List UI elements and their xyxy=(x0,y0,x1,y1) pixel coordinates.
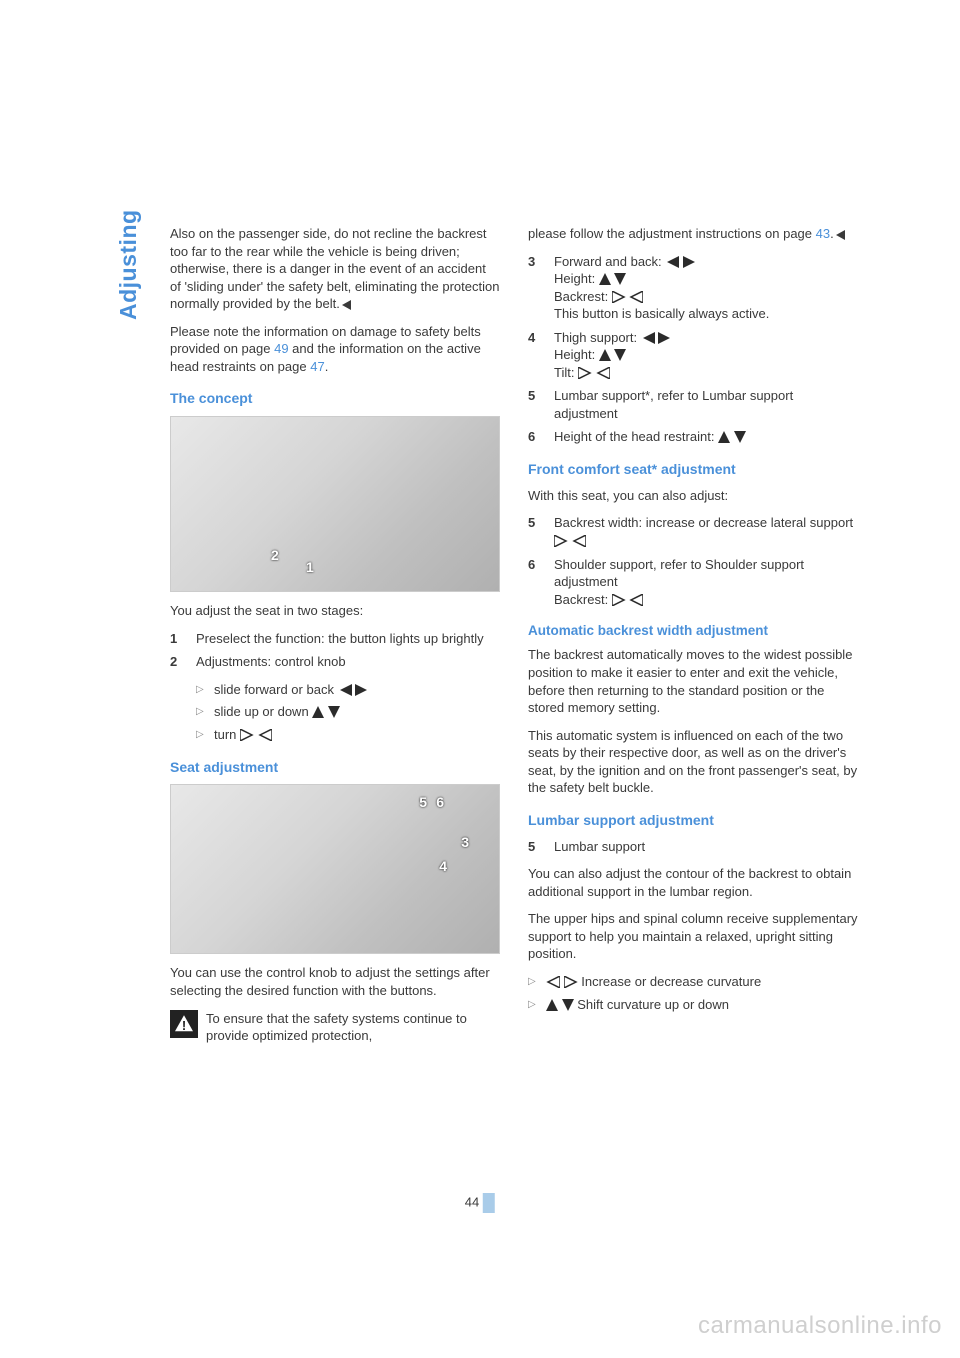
lumbar-list: 5Lumbar support xyxy=(528,838,858,856)
page-number: 44 xyxy=(465,1193,495,1213)
warning-icon xyxy=(170,1010,198,1038)
front-comfort-list: 5 Backrest width: increase or decrease l… xyxy=(528,514,858,608)
arrow-down-solid-icon xyxy=(614,273,626,285)
concept-sublist: ▷slide forward or back ▷slide up or down… xyxy=(196,681,500,744)
intro-text: Also on the passenger side, do not recli… xyxy=(170,226,499,311)
arrow-up-solid-icon xyxy=(599,349,611,361)
heading-auto-backrest: Automatic backrest width adjustment xyxy=(528,622,858,640)
arrow-left-outline-icon xyxy=(629,291,643,303)
heading-front-comfort: Front comfort seat* adjustment xyxy=(528,460,858,479)
arrow-left-solid-icon xyxy=(641,332,655,344)
arrow-down-solid-icon xyxy=(562,999,574,1011)
heading-seat-adjustment: Seat adjustment xyxy=(170,758,500,777)
arrow-left-outline-icon xyxy=(629,594,643,606)
note-paragraph: Please note the information on damage to… xyxy=(170,323,500,376)
arrow-right-outline-icon xyxy=(612,291,626,303)
figure-label-2: 2 xyxy=(271,546,279,565)
intro-paragraph: Also on the passenger side, do not recli… xyxy=(170,225,500,313)
sub-turn: turn xyxy=(214,726,272,744)
sub-slide-fb: slide forward or back xyxy=(214,681,369,699)
concept-paragraph: You adjust the seat in two stages: xyxy=(170,602,500,620)
lumbar-bullets: ▷ Increase or decrease curvature ▷ Shift… xyxy=(528,973,858,1013)
watermark: carmanualsonline.info xyxy=(698,1312,942,1340)
seat-adj-paragraph: You can use the control knob to adjust t… xyxy=(170,964,500,999)
arrow-down-solid-icon xyxy=(614,349,626,361)
warning-text: To ensure that the safety systems contin… xyxy=(206,1010,500,1045)
concept-item-1: Preselect the function: the button light… xyxy=(196,630,500,648)
warning-box: To ensure that the safety systems contin… xyxy=(170,1010,500,1045)
arrow-right-outline-icon xyxy=(578,367,592,379)
arrow-right-outline-icon xyxy=(564,976,578,988)
item-6: Height of the head restraint: xyxy=(554,428,858,446)
figure-seat-adjustment: 5 6 3 4 xyxy=(170,784,500,954)
arrow-right-outline-icon xyxy=(612,594,626,606)
right-column: please follow the adjustment instruction… xyxy=(528,225,858,1055)
arrow-right-outline-icon xyxy=(240,729,254,741)
heading-concept: The concept xyxy=(170,389,500,408)
item-5: Lumbar support*, refer to Lumbar support… xyxy=(554,387,858,422)
lumbar-p1: You can also adjust the contour of the b… xyxy=(528,865,858,900)
front-comfort-p: With this seat, you can also adjust: xyxy=(528,487,858,505)
left-column: Also on the passenger side, do not recli… xyxy=(170,225,500,1055)
arrow-up-solid-icon xyxy=(599,273,611,285)
arrow-right-solid-icon xyxy=(683,256,697,268)
heading-lumbar: Lumbar support adjustment xyxy=(528,811,858,830)
arrow-up-solid-icon xyxy=(546,999,558,1011)
arrow-right-outline-icon xyxy=(554,535,568,547)
arrow-left-outline-icon xyxy=(572,535,586,547)
arrow-left-outline-icon xyxy=(596,367,610,379)
arrow-right-solid-icon xyxy=(355,684,369,696)
figure-label-3: 3 xyxy=(461,833,469,852)
sub-slide-ud: slide up or down xyxy=(214,703,340,721)
page-link-49[interactable]: 49 xyxy=(274,341,288,356)
side-title: Adjusting xyxy=(115,209,142,320)
arrow-left-outline-icon xyxy=(258,729,272,741)
arrow-left-solid-icon xyxy=(338,684,352,696)
lumbar-b2: Shift curvature up or down xyxy=(546,996,729,1014)
page-link-47[interactable]: 47 xyxy=(310,359,324,374)
figure-label-4: 4 xyxy=(439,857,447,876)
auto-p2: This automatic system is influenced on e… xyxy=(528,727,858,797)
end-mark-icon xyxy=(836,230,845,240)
concept-item-2: Adjustments: control knob xyxy=(196,653,500,671)
arrow-down-solid-icon xyxy=(734,431,746,443)
figure-concept: 1 2 xyxy=(170,416,500,592)
auto-p1: The backrest automatically moves to the … xyxy=(528,646,858,716)
function-list: 3 Forward and back: Height: Backrest: Th… xyxy=(528,253,858,446)
arrow-left-solid-icon xyxy=(665,256,679,268)
item-3: Forward and back: Height: Backrest: This… xyxy=(554,253,858,323)
front-item-6: Shoulder support, refer to Shoulder supp… xyxy=(554,556,858,609)
page-number-bar-icon xyxy=(483,1193,495,1213)
item-4: Thigh support: Height: Tilt: xyxy=(554,329,858,382)
page-link-43[interactable]: 43 xyxy=(816,226,830,241)
front-item-5: Backrest width: increase or decrease lat… xyxy=(554,514,858,549)
figure-label-1: 1 xyxy=(306,558,314,577)
figure-label-5: 5 xyxy=(419,793,427,812)
concept-list: 1Preselect the function: the button ligh… xyxy=(170,630,500,671)
arrow-down-solid-icon xyxy=(328,706,340,718)
arrow-right-solid-icon xyxy=(658,332,672,344)
arrow-left-outline-icon xyxy=(546,976,560,988)
lumbar-b1: Increase or decrease curvature xyxy=(546,973,761,991)
arrow-up-solid-icon xyxy=(312,706,324,718)
lumbar-item-5: Lumbar support xyxy=(554,838,858,856)
continuation-paragraph: please follow the adjustment instruction… xyxy=(528,225,858,243)
figure-label-6: 6 xyxy=(436,793,444,812)
end-mark-icon xyxy=(342,300,351,310)
lumbar-p2: The upper hips and spinal column receive… xyxy=(528,910,858,963)
arrow-up-solid-icon xyxy=(718,431,730,443)
